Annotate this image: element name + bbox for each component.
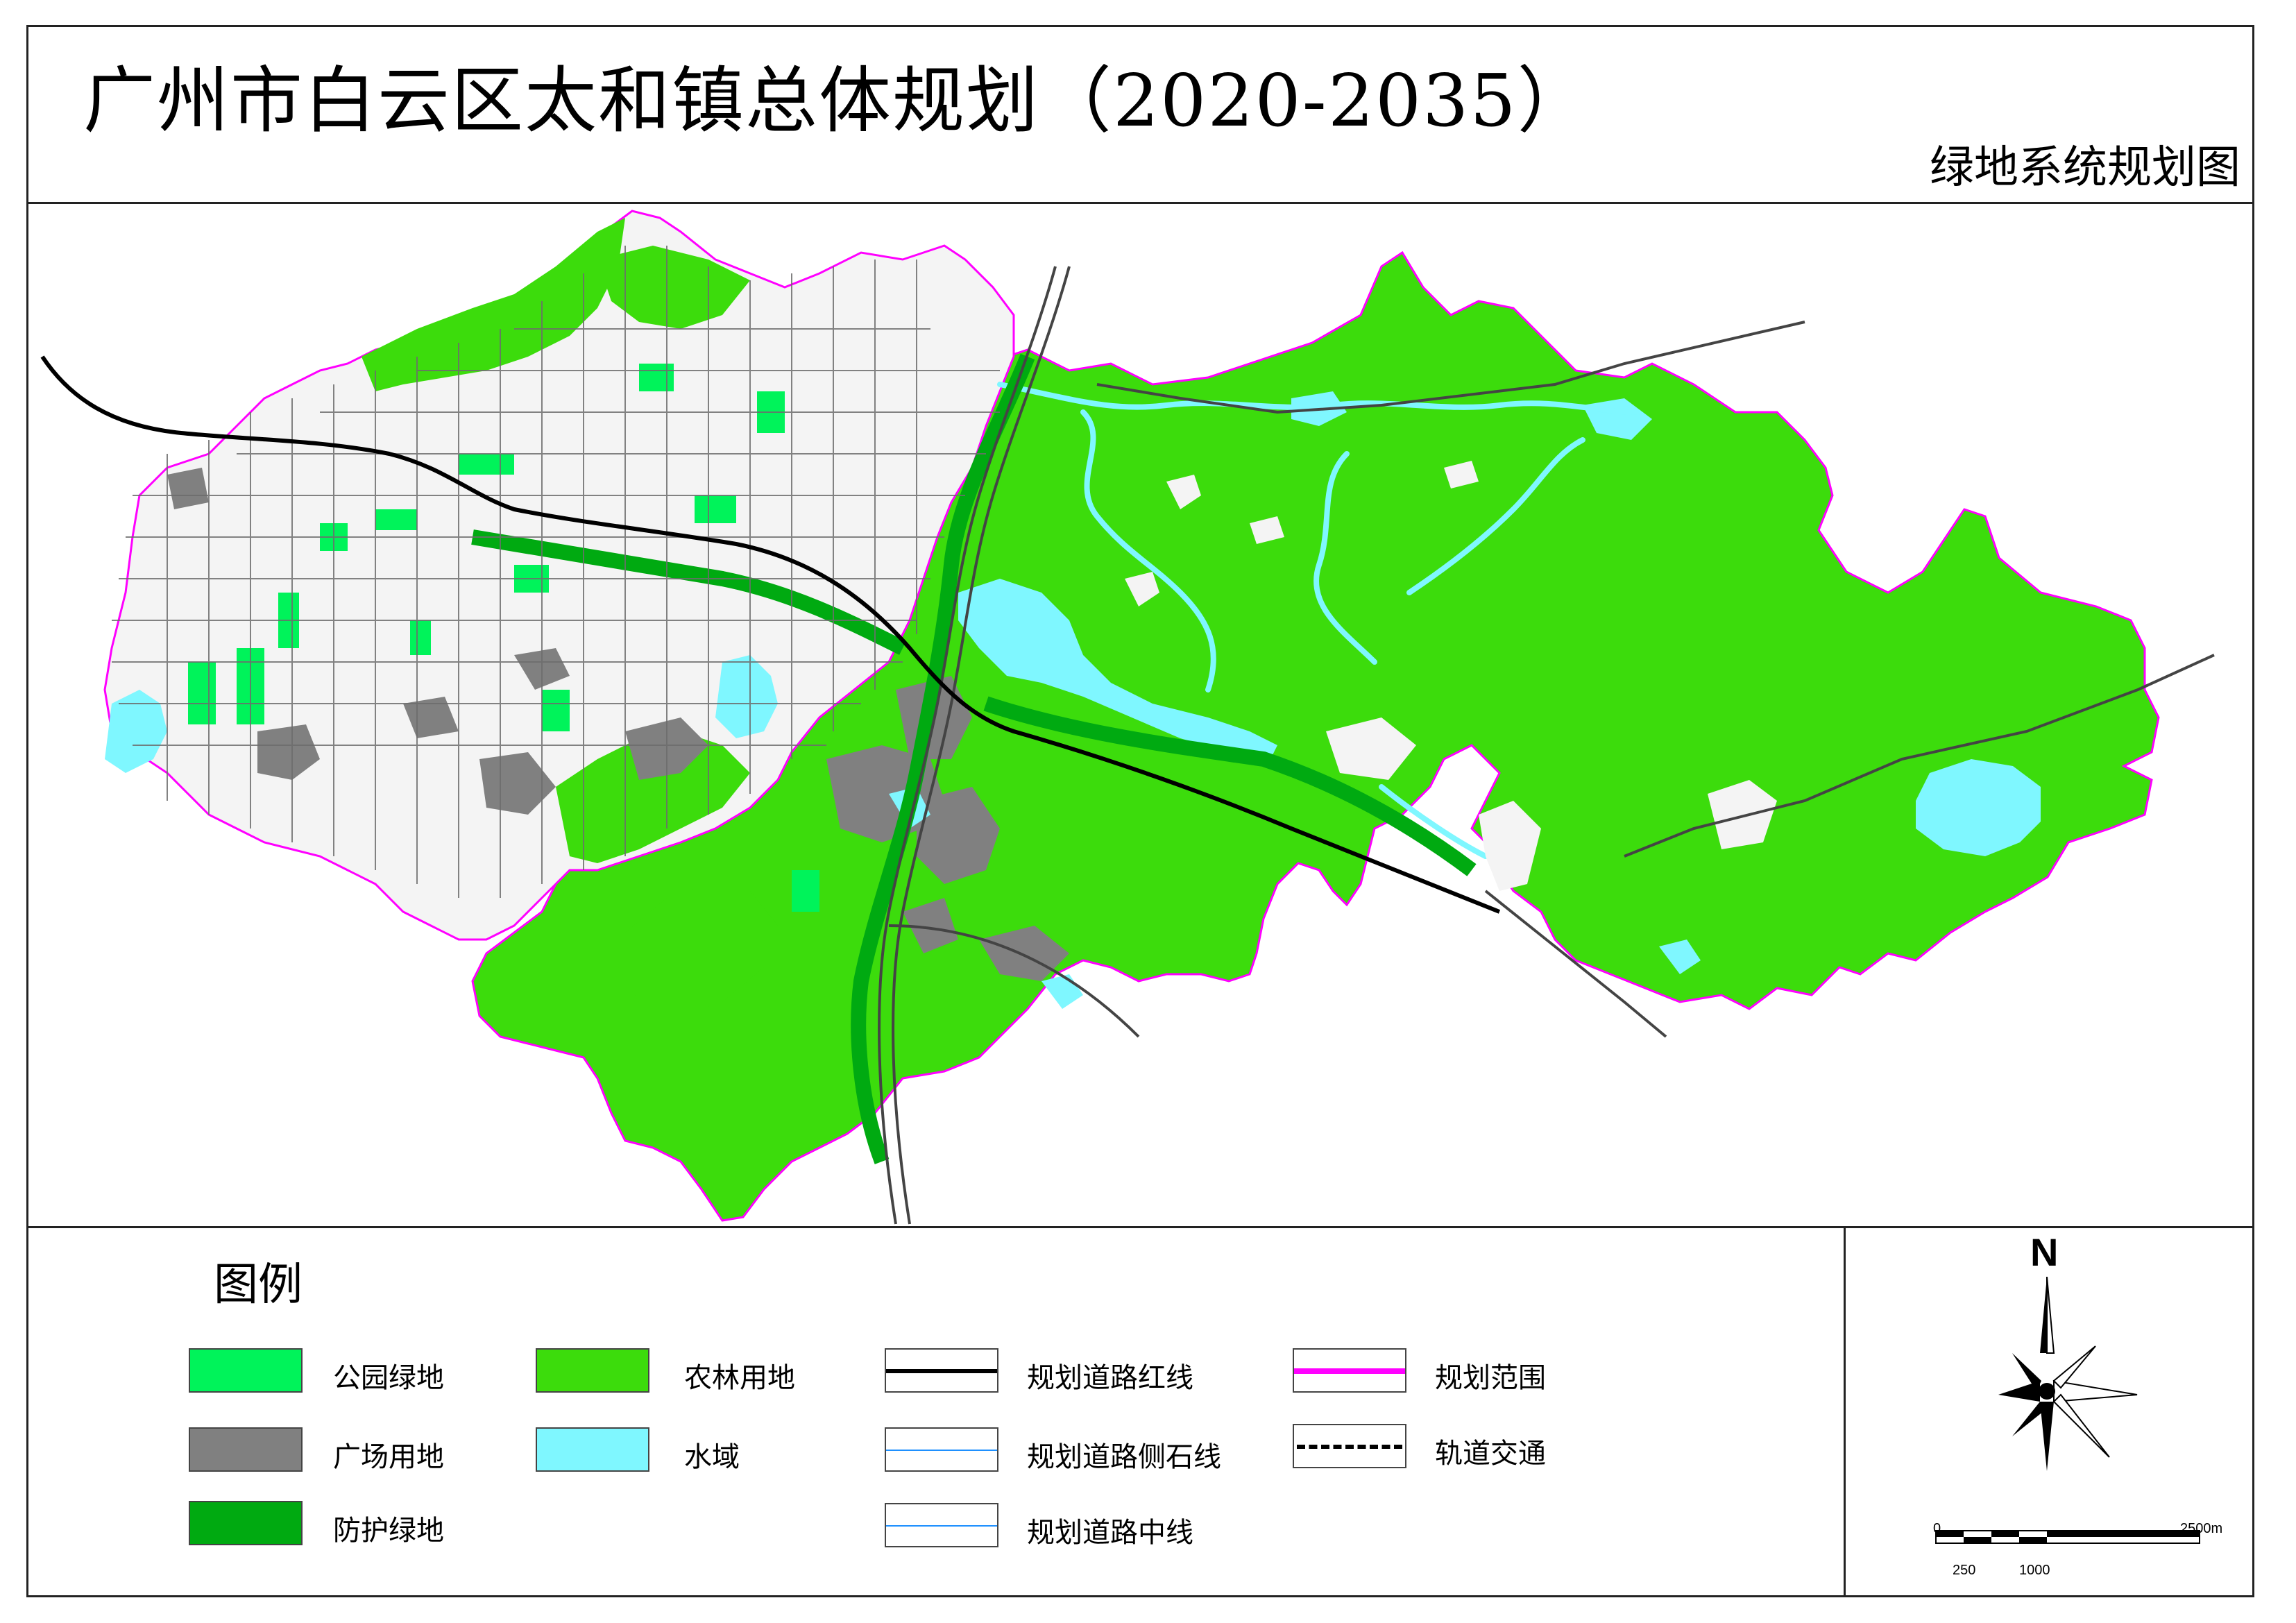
legend-label-center-line: 规划道路中线 — [1027, 1517, 1193, 1549]
legend-label-curb-line: 规划道路侧石线 — [1027, 1441, 1221, 1473]
map-title: 广州市白云区太和镇总体规划（2020-2035） — [83, 58, 1591, 143]
map-frame — [26, 25, 2254, 1597]
legend-swatch-center-line — [885, 1503, 998, 1547]
legend-title: 图例 — [214, 1259, 303, 1311]
river — [997, 382, 1641, 859]
map-subtitle: 绿地系统规划图 — [1930, 142, 2240, 194]
urban-patch — [1125, 461, 1777, 891]
legend-label-farmland: 农林用地 — [684, 1362, 795, 1394]
map-canvas — [40, 210, 2215, 1225]
north-letter: N — [2030, 1230, 2059, 1274]
scale-label-start: 0 — [1933, 1521, 1941, 1536]
farmland-area — [362, 218, 625, 391]
water-body — [105, 391, 2041, 1009]
legend-divider — [26, 1226, 2254, 1228]
legend-label-rail: 轨道交通 — [1435, 1438, 1546, 1470]
scale-bar — [1935, 1530, 2200, 1544]
legend-swatch-rail — [1293, 1424, 1406, 1468]
legend-label-water: 水域 — [684, 1441, 740, 1473]
legend-label-park-green: 公园绿地 — [333, 1362, 444, 1394]
title-divider — [26, 202, 2254, 204]
road-network — [112, 246, 1000, 898]
scale-label-1000: 1000 — [2019, 1563, 2050, 1578]
legend-label-road-red-line: 规划道路红线 — [1027, 1362, 1193, 1394]
legend-swatch-square — [189, 1427, 303, 1472]
compass-rose-icon — [1998, 1277, 2138, 1471]
legend-swatch-farmland — [536, 1348, 649, 1393]
legend-label-protective-green: 防护绿地 — [333, 1515, 444, 1547]
farmland-area — [597, 246, 750, 329]
legend-swatch-park-green — [189, 1348, 303, 1393]
scale-label-250: 250 — [1953, 1563, 1976, 1578]
legend-swatch-curb-line — [885, 1427, 998, 1472]
arterial-road — [878, 266, 2215, 1225]
legend-swatch-boundary — [1293, 1348, 1406, 1393]
farmland-area — [556, 731, 750, 863]
north-panel-divider — [1844, 1226, 1846, 1597]
park-green-land — [188, 364, 819, 912]
scale-label-end: 2500m — [2180, 1521, 2223, 1536]
legend-swatch-water — [536, 1427, 649, 1472]
rail-transit-line — [40, 355, 1501, 914]
legend-swatch-protective-green — [189, 1501, 303, 1545]
farmland-area — [618, 884, 778, 1016]
legend-label-square: 广场用地 — [333, 1441, 444, 1473]
legend-label-boundary: 规划范围 — [1435, 1362, 1546, 1394]
legend-swatch-road-red-line — [885, 1348, 998, 1393]
urban-area — [103, 210, 1015, 941]
